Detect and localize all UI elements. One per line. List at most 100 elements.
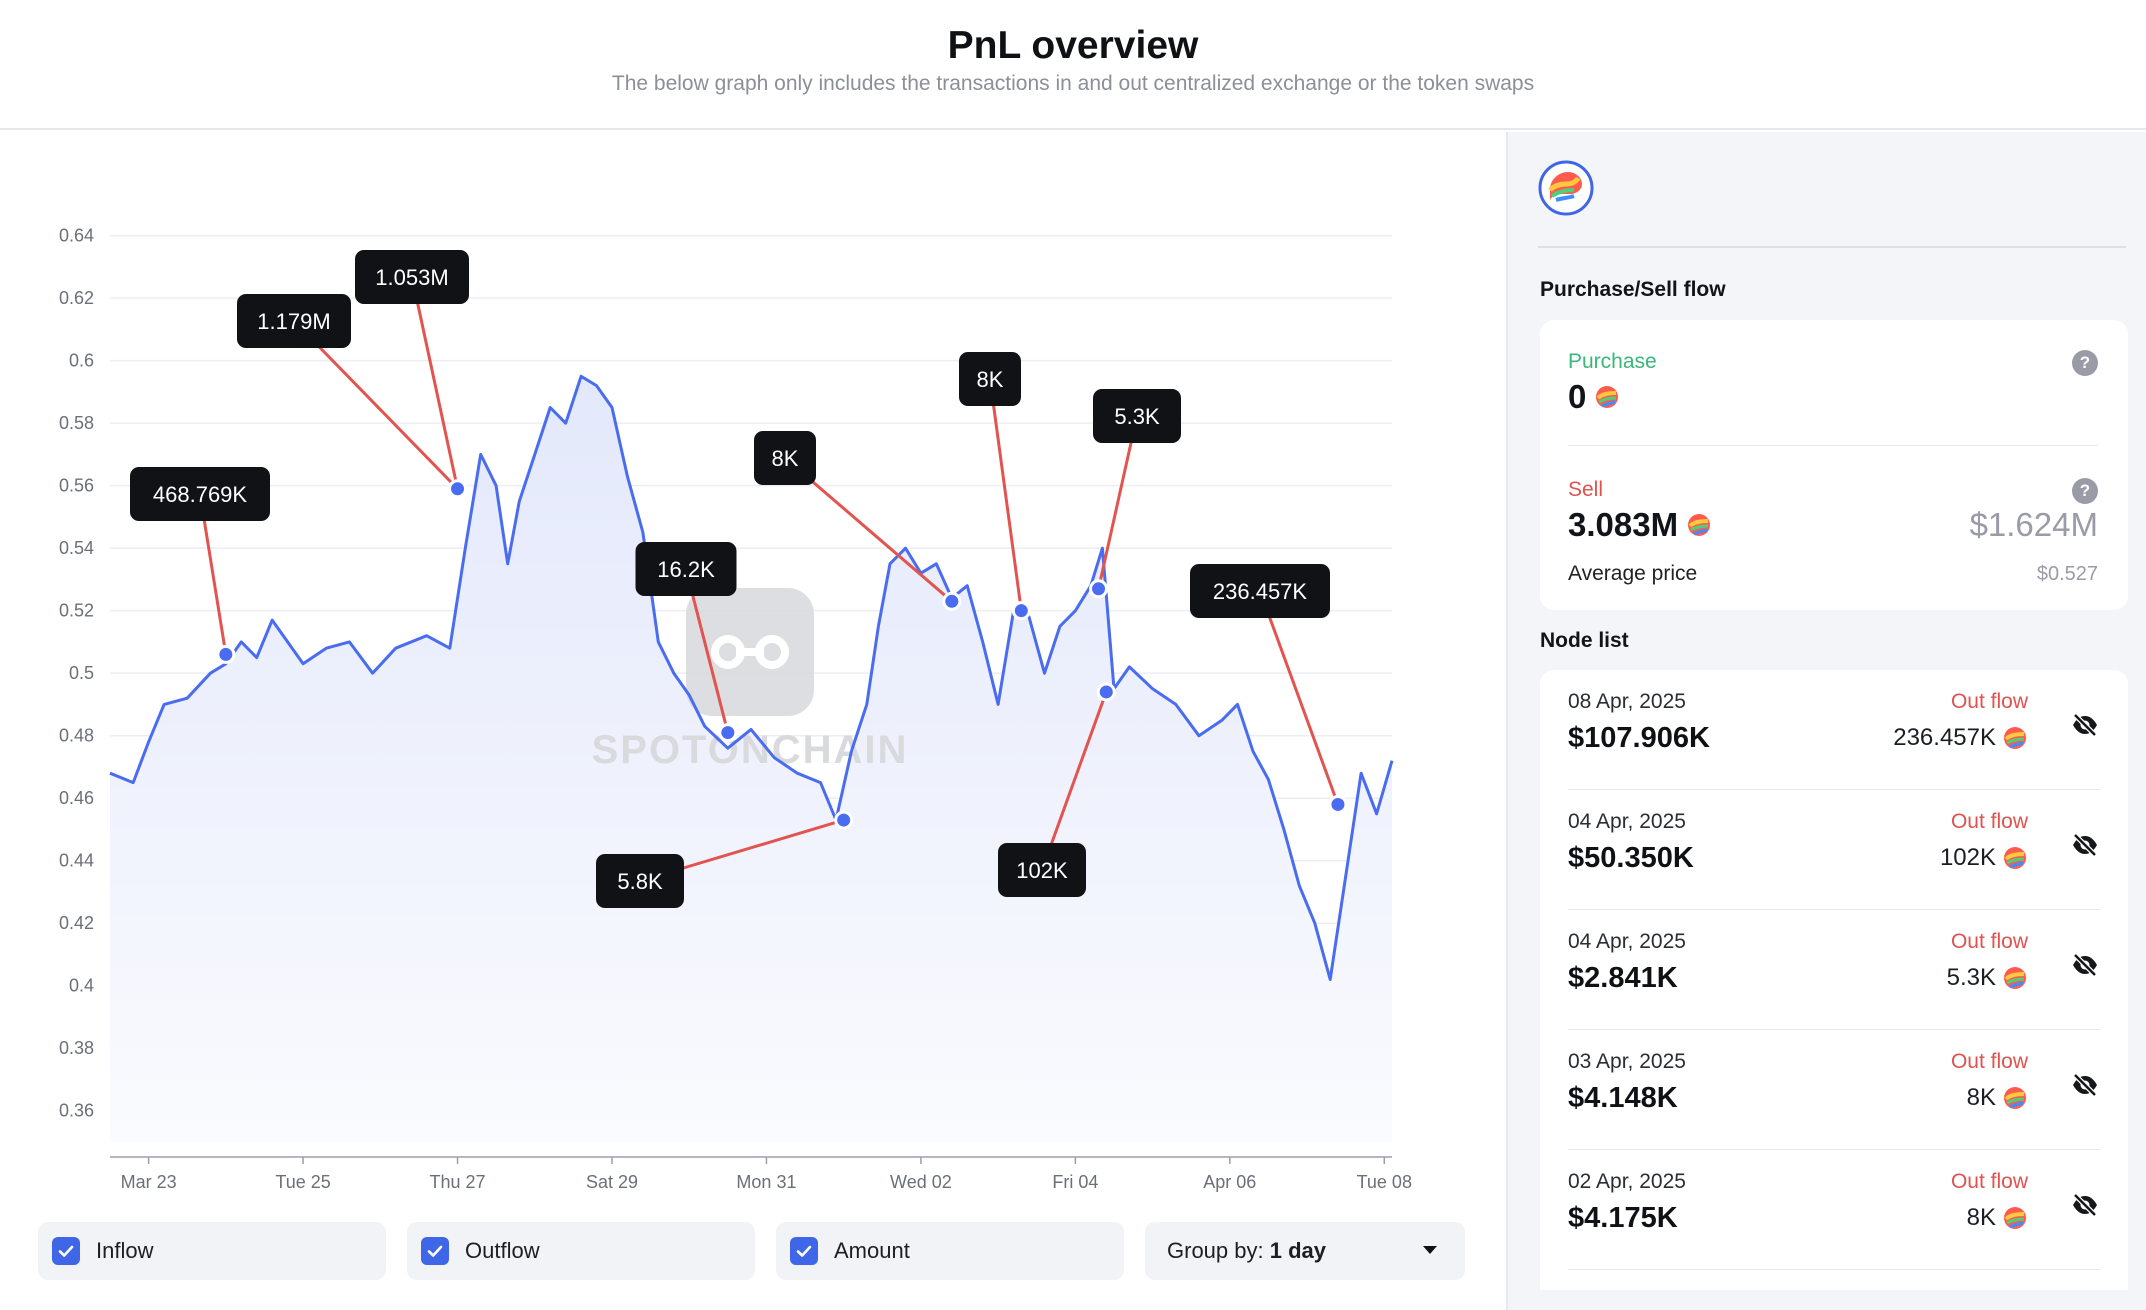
sidebar-divider [1538,246,2126,248]
transaction-marker[interactable]: 5.3K [1089,389,1181,599]
x-tick-label: Sat 29 [586,1172,638,1192]
price-chart[interactable]: 0.64 0.62 0.6 0.58 0.56 0.54 0.52 0.5 0.48 0.46 0.… [0,132,1506,1222]
checkbox-checked-icon[interactable] [52,1237,80,1265]
marker-label: 1.053M [375,265,448,290]
transaction-marker[interactable]: 5.8K [596,810,854,908]
marker-label: 16.2K [657,557,715,582]
sell-value: 3.083M [1568,506,1679,543]
y-tick-label: 0.42 [59,913,94,933]
y-tick-label: 0.4 [69,976,94,996]
outflow-toggle[interactable]: Outflow [407,1222,755,1280]
avg-price-value: $0.527 [2036,563,2098,585]
price-line [109,374,1394,981]
price-area [110,376,1392,1142]
marker-label-box[interactable] [130,467,270,521]
transaction-marker[interactable]: 468.769K [130,467,270,664]
y-tick-label: 0.58 [59,413,94,433]
marker-label: 5.3K [1114,404,1160,429]
marker-point[interactable] [942,591,962,611]
transaction-marker[interactable]: 8K [959,352,1031,621]
marker-leader-line [1097,415,1139,590]
y-tick-label: 0.54 [59,538,94,558]
marker-label-box[interactable] [1093,389,1181,443]
node-list-item[interactable]: 08 Apr, 2025 $107.906K Out flow 236.457K [1568,670,2100,790]
marker-label-box[interactable] [237,294,351,348]
marker-point[interactable] [1096,682,1116,702]
transaction-marker[interactable]: 16.2K [635,542,738,743]
y-tick-label: 0.38 [59,1038,94,1058]
token-logo-icon [1538,160,1594,216]
marker-label-box[interactable] [754,431,816,485]
marker-point[interactable] [1328,794,1348,814]
token-icon [2004,1207,2026,1229]
node-direction: Out flow [1950,1170,2028,1193]
sell-label: Sell [1568,478,1604,501]
marker-label-box[interactable] [596,854,684,908]
transaction-marker[interactable]: 102K [998,682,1116,897]
node-list-item[interactable]: 04 Apr, 2025 $50.350K Out flow 102K [1568,790,2100,910]
help-icon[interactable]: ? [2072,350,2098,376]
y-tick-label: 0.6 [69,351,94,371]
marker-label-box[interactable] [635,542,737,596]
checkbox-checked-icon[interactable] [421,1237,449,1265]
chart-filters: Inflow Outflow Amount Group by: 1 day [0,1222,1506,1282]
group-by-prefix: Group by: [1167,1238,1264,1263]
token-icon [2004,727,2026,749]
y-tick-label: 0.64 [59,226,94,246]
marker-point[interactable] [448,479,468,499]
outflow-label: Outflow [465,1238,540,1263]
marker-label-box[interactable] [998,843,1086,897]
node-direction: Out flow [1950,690,2028,713]
purchase-value: 0 [1568,378,1587,415]
help-icon[interactable]: ? [2072,478,2098,504]
node-date: 08 Apr, 2025 [1568,690,1686,713]
marker-label-box[interactable] [959,352,1021,406]
transaction-marker[interactable]: 236.457K [1190,564,1348,814]
marker-point[interactable] [216,644,236,664]
marker-label: 8K [772,446,799,471]
marker-point[interactable] [1011,601,1031,621]
node-usd-value: $2.841K [1568,962,1678,994]
marker-point[interactable] [1089,579,1109,599]
marker-label: 102K [1016,858,1068,883]
amount-toggle[interactable]: Amount [776,1222,1124,1280]
inflow-label: Inflow [96,1238,154,1263]
marker-label: 5.8K [617,869,663,894]
eye-off-icon[interactable] [2070,710,2100,740]
node-date: 04 Apr, 2025 [1568,930,1686,953]
avg-price-label: Average price [1568,562,1698,585]
transaction-marker[interactable]: 1.179M [237,294,468,499]
group-by-value: 1 day [1269,1238,1326,1263]
eye-off-icon[interactable] [2070,1190,2100,1220]
node-list: 08 Apr, 2025 $107.906K Out flow 236.457K 04 … [1540,670,2128,1290]
node-list-item[interactable]: 04 Apr, 2025 $2.841K Out flow 5.3K [1568,910,2100,1030]
eye-off-icon[interactable] [2070,830,2100,860]
marker-label: 236.457K [1213,579,1308,604]
sidebar: Purchase/Sell flow Purchase ? 0 Sell ? 3… [1506,132,2146,1310]
x-tick-label: Tue 08 [1357,1172,1412,1192]
eye-off-icon[interactable] [2070,1070,2100,1100]
eye-off-icon[interactable] [2070,950,2100,980]
watermark-text: SPOTONCHAIN [592,728,909,772]
marker-point[interactable] [718,723,738,743]
marker-leader-line [1040,691,1108,871]
marker-leader-line [292,319,459,490]
node-usd-value: $50.350K [1568,842,1694,874]
checkbox-checked-icon[interactable] [790,1237,818,1265]
transaction-marker[interactable]: 1.053M [355,250,469,499]
purchase-sell-card: Purchase ? 0 Sell ? 3.083M $1.624M Avera… [1540,320,2128,610]
marker-label-box[interactable] [1190,564,1330,618]
node-list-item[interactable]: 03 Apr, 2025 $4.148K Out flow 8K [1568,1030,2100,1150]
inflow-toggle[interactable]: Inflow [38,1222,386,1280]
x-tick-label: Mar 23 [121,1172,177,1192]
transaction-marker[interactable]: 8K [754,431,962,611]
page-header: PnL overview The below graph only includ… [0,0,2146,130]
x-tick-label: Mon 31 [736,1172,796,1192]
group-by-select[interactable]: Group by: 1 day [1145,1222,1465,1280]
chart-area: 0.64 0.62 0.6 0.58 0.56 0.54 0.52 0.5 0.48 0.46 0.… [0,132,1506,1310]
marker-label-box[interactable] [355,250,469,304]
y-tick-label: 0.52 [59,601,94,621]
marker-point[interactable] [834,810,854,830]
node-amount-value: 8K [1966,1084,1996,1111]
node-list-item[interactable]: 02 Apr, 2025 $4.175K Out flow 8K [1568,1150,2100,1270]
